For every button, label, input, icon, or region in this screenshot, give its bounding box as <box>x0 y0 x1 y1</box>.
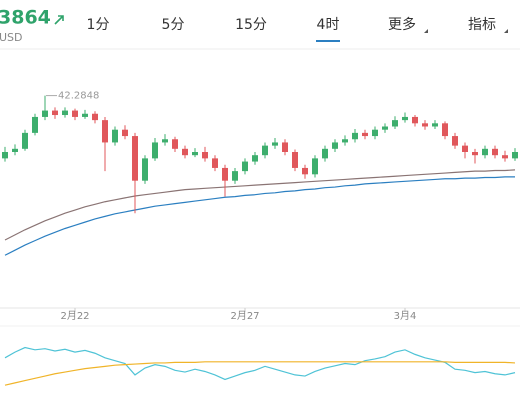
candle-body <box>402 116 408 121</box>
candle-body <box>32 116 38 133</box>
candle-body <box>362 132 368 137</box>
candle-body <box>372 129 378 137</box>
tab[interactable]: 4时 <box>317 17 340 33</box>
candle-body <box>2 152 8 159</box>
candle-body <box>112 129 118 143</box>
candle-body <box>452 136 458 146</box>
candle-body <box>182 148 188 156</box>
candle-body <box>122 129 128 137</box>
tab[interactable]: 1分 <box>87 17 110 33</box>
candle-body <box>252 155 258 162</box>
candle-body <box>472 152 478 156</box>
candle-body <box>272 142 278 146</box>
candle-body <box>292 152 298 168</box>
candle-body <box>392 120 398 127</box>
max-label: 42.2848 <box>58 91 99 102</box>
x-tick-label: 3月4 <box>394 310 417 322</box>
candle-body <box>412 116 418 124</box>
candle-body <box>162 139 168 143</box>
candle-body <box>52 110 58 116</box>
candle-body <box>42 110 48 117</box>
x-tick-label: 2月27 <box>230 310 259 322</box>
candle-body <box>12 148 18 152</box>
dropdown-mark <box>424 29 428 33</box>
candle-body <box>192 152 198 156</box>
candle-body <box>242 161 248 172</box>
candle-body <box>442 123 448 137</box>
candle-body <box>202 152 208 159</box>
moving-average <box>4 176 515 256</box>
dropdown-mark <box>504 29 508 33</box>
candle-body <box>152 142 158 159</box>
tab[interactable]: 15分 <box>235 17 267 33</box>
candle-body <box>282 142 288 152</box>
candle-body <box>352 132 358 140</box>
x-tick-label: 2月22 <box>60 310 89 322</box>
candle-body <box>172 139 178 149</box>
tab[interactable]: 5分 <box>162 17 185 33</box>
active-tab-underline <box>316 40 340 42</box>
candle-body <box>212 158 218 168</box>
trend-arrow <box>54 15 64 25</box>
candle-body <box>62 110 68 116</box>
candle-body <box>262 145 268 156</box>
candle-body <box>92 113 98 121</box>
candle-body <box>102 120 108 143</box>
candle-body <box>232 171 238 181</box>
candle-body <box>222 167 228 181</box>
candle-body <box>482 148 488 156</box>
tab[interactable]: 更多 <box>388 16 416 33</box>
candle-body <box>332 142 338 149</box>
currency: USD <box>0 31 23 44</box>
candle-body <box>72 110 78 117</box>
candle-body <box>512 152 518 159</box>
candle-body <box>432 123 438 127</box>
candle-body <box>142 158 148 181</box>
candle-body <box>502 155 508 159</box>
candle-body <box>422 123 428 127</box>
candle-body <box>462 145 468 152</box>
tab[interactable]: 指标 <box>468 17 496 33</box>
candle-body <box>382 126 388 130</box>
tab-bar: 1分 5分 15分 4时 更多 指标 <box>87 16 508 42</box>
indicator-line <box>4 361 516 386</box>
candle-body <box>132 136 138 181</box>
candle-body <box>22 132 28 149</box>
candle-body <box>492 148 498 156</box>
moving-average <box>4 169 516 241</box>
candle-body <box>82 113 88 117</box>
price: 3864 <box>0 7 51 29</box>
candle-body <box>302 167 308 175</box>
candle-body <box>342 139 348 143</box>
candle-body <box>322 148 328 159</box>
candle-body <box>312 158 318 175</box>
indicator-line <box>4 346 516 381</box>
